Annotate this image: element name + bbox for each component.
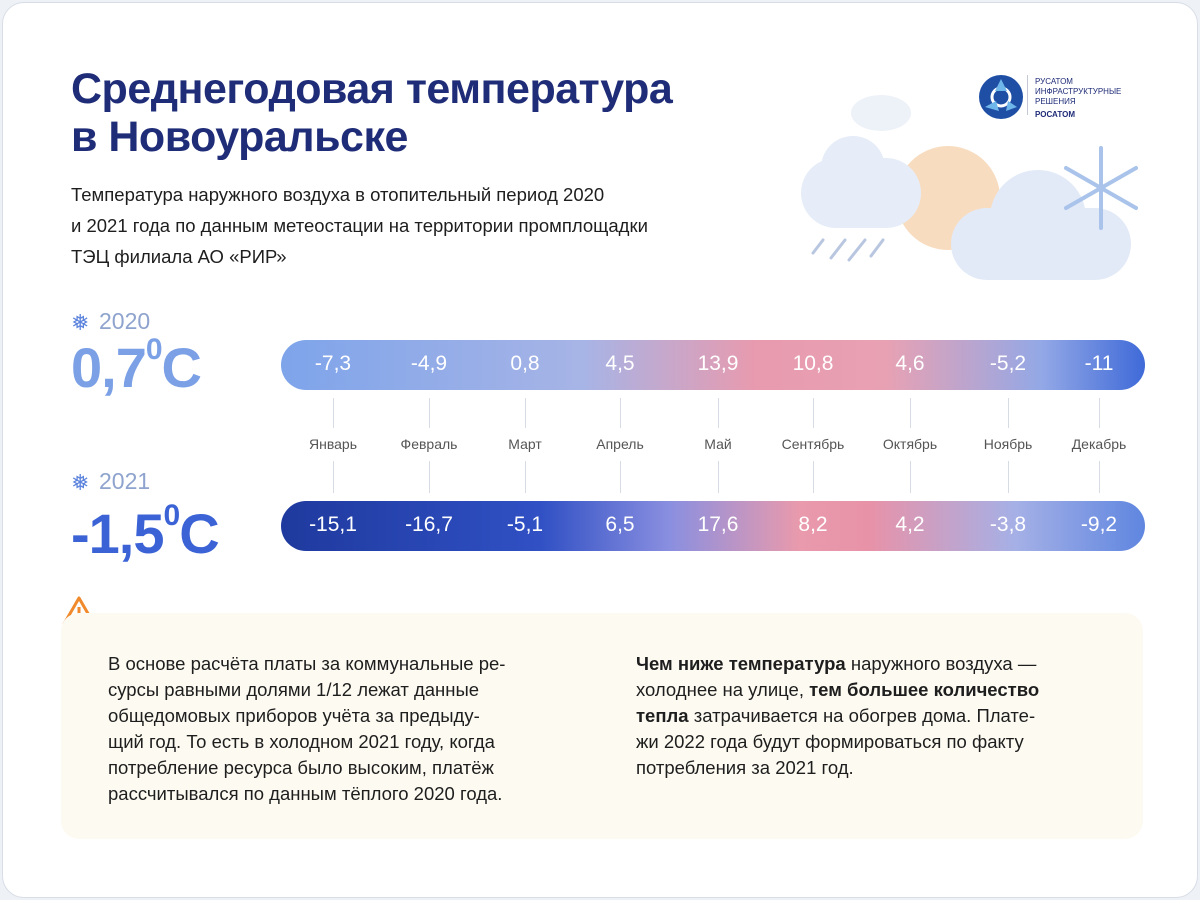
notes-box: В основе расчёта платы за коммунальные р… bbox=[61, 613, 1143, 839]
guide-line bbox=[620, 398, 621, 428]
month-value: 4,2 bbox=[895, 513, 925, 536]
note-text: жи 2022 года будут формироваться по факт… bbox=[636, 731, 1024, 752]
month-value: -5,1 bbox=[506, 513, 544, 536]
month-label: Ноябрь bbox=[983, 436, 1033, 452]
guide-line bbox=[718, 398, 719, 428]
guide-line bbox=[333, 398, 334, 428]
month-value: -3,8 bbox=[989, 513, 1027, 536]
unit-degree: 0 bbox=[145, 333, 163, 366]
month-value: -16,7 bbox=[405, 513, 453, 536]
guide-line bbox=[429, 398, 430, 428]
guide-line bbox=[813, 398, 814, 428]
guide-line bbox=[525, 398, 526, 428]
guide-line bbox=[910, 398, 911, 428]
guide-line bbox=[1008, 398, 1009, 428]
guide-line bbox=[910, 461, 911, 493]
temperature-bar bbox=[281, 340, 1145, 390]
month-value: 4,6 bbox=[895, 352, 925, 375]
guide-line bbox=[718, 461, 719, 493]
month-value: 6,5 bbox=[605, 513, 635, 536]
subtitle: ТЭЦ филиала АО «РИР» bbox=[71, 246, 287, 267]
logo-line: РЕШЕНИЯ bbox=[1035, 97, 1076, 106]
logo-text: РУСАТОМ ИНФРАСТРУКТУРНЫЕ РЕШЕНИЯ РОСАТОМ bbox=[1035, 77, 1121, 120]
month-value: -15,1 bbox=[309, 513, 357, 536]
month-value: -7,3 bbox=[314, 352, 352, 375]
month-value: -11 bbox=[1084, 352, 1114, 375]
month-label: Апрель bbox=[596, 436, 644, 452]
logo-parent: РОСАТОМ bbox=[1035, 110, 1075, 119]
note-line: В основе расчёта платы за коммунальные р… bbox=[108, 653, 506, 674]
note-bold: тем большее количество bbox=[809, 679, 1040, 700]
month-label: Май bbox=[704, 436, 732, 452]
note-line: жи 2022 года будут формироваться по факт… bbox=[636, 731, 1024, 753]
note-bold: тепла bbox=[636, 705, 689, 726]
guide-line bbox=[813, 461, 814, 493]
unit-letter: C bbox=[161, 336, 202, 399]
guide-line bbox=[620, 461, 621, 493]
weather-illustration bbox=[801, 95, 1138, 280]
month-value: -9,2 bbox=[1080, 513, 1118, 536]
month-label: Сентябрь bbox=[781, 436, 845, 452]
unit-degree: 0 bbox=[163, 499, 181, 532]
guide-line bbox=[333, 461, 334, 493]
note-line: тепла затрачивается на обогрев дома. Пла… bbox=[636, 705, 1035, 727]
guide-line bbox=[525, 461, 526, 493]
month-value: 10,8 bbox=[792, 352, 834, 375]
guide-line bbox=[1099, 461, 1100, 493]
note-line: общедомовых приборов учёта за предыду- bbox=[108, 705, 480, 726]
guide-line bbox=[429, 461, 430, 493]
note-line: сурсы равными долями 1/12 лежат данные bbox=[108, 679, 480, 700]
year-label: 2020 bbox=[99, 308, 151, 334]
subtitle: Температура наружного воздуха в отопител… bbox=[71, 184, 605, 205]
note-line: Чем ниже температура наружного воздуха — bbox=[636, 653, 1036, 675]
snowflake-icon: ❅ bbox=[71, 310, 90, 335]
month-value: 0,8 bbox=[510, 352, 540, 375]
month-label: Январь bbox=[309, 436, 357, 452]
note-text: затрачивается на обогрев дома. Плате- bbox=[688, 705, 1036, 726]
average-value: -1,50C bbox=[71, 499, 220, 566]
note-line: рассчитывался по данным тёплого 2020 год… bbox=[108, 783, 503, 804]
snowflake-icon: ❅ bbox=[71, 470, 90, 495]
note-bold: Чем ниже температура bbox=[636, 653, 846, 674]
month-label: Март bbox=[508, 436, 542, 452]
unit-letter: C bbox=[179, 502, 219, 565]
temperature-bar bbox=[281, 501, 1145, 551]
month-label: Декабрь bbox=[1071, 436, 1127, 452]
month-value: -5,2 bbox=[989, 352, 1027, 375]
note-line: потребления за 2021 год. bbox=[636, 757, 854, 779]
logo-line: ИНФРАСТРУКТУРНЫЕ bbox=[1035, 87, 1122, 96]
guide-line bbox=[1008, 461, 1009, 493]
guide-line bbox=[1099, 398, 1100, 428]
title: в Новоуральске bbox=[71, 113, 408, 161]
month-value: -4,9 bbox=[410, 352, 448, 375]
month-value: 8,2 bbox=[798, 513, 828, 536]
subtitle: и 2021 года по данным метеостации на тер… bbox=[71, 215, 648, 236]
note-text: наружного воздуха — bbox=[845, 653, 1037, 674]
year-label: 2021 bbox=[99, 468, 151, 494]
average-number: 0,7 bbox=[71, 336, 147, 399]
logo-line: РУСАТОМ bbox=[1035, 77, 1073, 86]
note-line: щий год. То есть в холодном 2021 году, к… bbox=[108, 731, 495, 752]
logo-icon bbox=[979, 75, 1023, 119]
average-value: 0,70C bbox=[71, 333, 202, 400]
note-line: холоднее на улице, тем большее количеств… bbox=[636, 679, 1039, 701]
month-value: 17,6 bbox=[697, 513, 739, 536]
note-line: потребление ресурса было высоким, платёж bbox=[108, 757, 494, 778]
note-text: холоднее на улице, bbox=[636, 679, 810, 700]
logo-divider bbox=[1027, 75, 1028, 115]
note-text: потребления за 2021 год. bbox=[636, 757, 854, 778]
month-label: Октябрь bbox=[882, 436, 938, 452]
month-label: Февраль bbox=[400, 436, 458, 452]
month-value: 4,5 bbox=[605, 352, 635, 375]
title: Среднегодовая температура bbox=[71, 65, 673, 113]
month-value: 13,9 bbox=[697, 352, 739, 375]
average-number: -1,5 bbox=[71, 502, 164, 565]
